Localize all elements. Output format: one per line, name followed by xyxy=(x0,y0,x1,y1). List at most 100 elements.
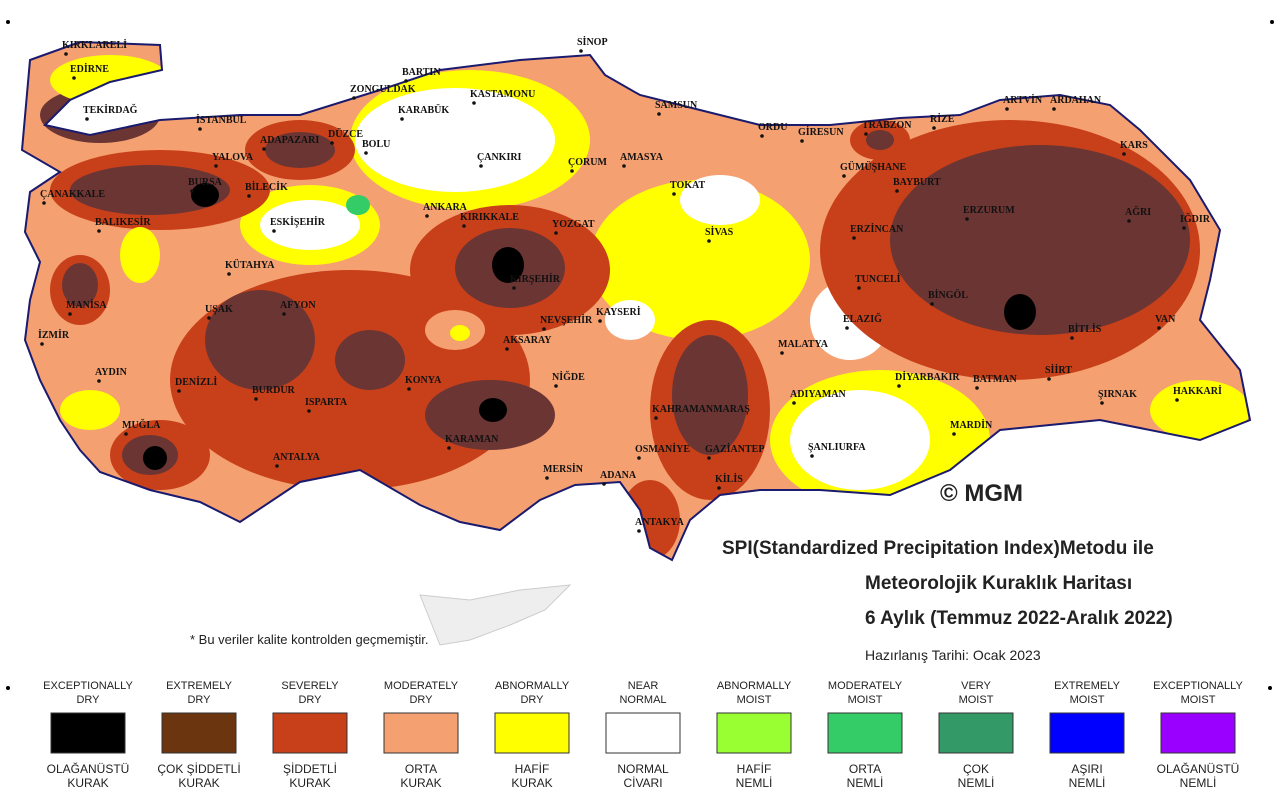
city-dot xyxy=(1070,336,1074,340)
city-label: AMASYA xyxy=(620,152,664,163)
legend-turkish: KURAK xyxy=(400,776,441,790)
city-label: KIRIKKALE xyxy=(460,212,519,223)
legend-swatch xyxy=(716,712,792,754)
city-label: BOLU xyxy=(362,139,390,150)
city-dot xyxy=(207,316,211,320)
city-dot xyxy=(85,117,89,121)
title-line: 6 Aylık (Temmuz 2022-Aralık 2022) xyxy=(865,608,1173,629)
city-dot xyxy=(1052,107,1056,111)
city-dot xyxy=(64,52,68,56)
city-dot xyxy=(932,126,936,130)
city-label: YOZGAT xyxy=(552,219,595,230)
city-label: OSMANİYE xyxy=(635,443,690,455)
legend-turkish: KURAK xyxy=(289,776,330,790)
city-dot xyxy=(275,464,279,468)
city-label: MUĞLA xyxy=(122,418,161,431)
city-dot xyxy=(227,272,231,276)
legend-turkish: HAFİF xyxy=(515,762,550,776)
city-dot xyxy=(895,189,899,193)
legend-english: DRY xyxy=(76,694,100,706)
city-label: TRABZON xyxy=(862,120,912,131)
city-label: ARDAHAN xyxy=(1050,95,1102,106)
city-label: ERZİNCAN xyxy=(850,223,904,235)
city-dot xyxy=(545,476,549,480)
city-label: SAMSUN xyxy=(655,100,698,111)
city-dot xyxy=(952,432,956,436)
title-line: Meteorolojik Kuraklık Haritası xyxy=(865,573,1132,594)
city-dot xyxy=(707,239,711,243)
city-dot xyxy=(707,456,711,460)
city-dot xyxy=(672,192,676,196)
city-label: HAKKARİ xyxy=(1173,385,1222,397)
city-label: SİİRT xyxy=(1045,364,1072,376)
city-dot xyxy=(857,286,861,290)
city-label: BARTIN xyxy=(402,67,441,78)
city-label: BİTLİS xyxy=(1068,323,1102,335)
legend-swatch xyxy=(938,712,1014,754)
legend-turkish: KURAK xyxy=(67,776,108,790)
city-label: KIRKLARELİ xyxy=(62,39,127,51)
city-label: KIRŞEHİR xyxy=(510,273,561,285)
city-label: BAYBURT xyxy=(893,177,941,188)
legend-turkish: OLAĞANÜSTÜ xyxy=(1157,761,1240,776)
legend-turkish: ORTA xyxy=(849,762,881,776)
cyprus xyxy=(419,584,572,646)
city-label: BİNGÖL xyxy=(928,288,968,301)
city-dot xyxy=(1005,107,1009,111)
city-dot xyxy=(760,134,764,138)
legend-swatch xyxy=(383,712,459,754)
city-label: VAN xyxy=(1155,314,1176,325)
city-label: ANTALYA xyxy=(273,452,321,463)
city-dot xyxy=(472,101,476,105)
city-label: ISPARTA xyxy=(305,397,348,408)
city-dot xyxy=(637,529,641,533)
legend-turkish: HAFİF xyxy=(737,762,772,776)
city-label: BALIKESİR xyxy=(95,216,151,228)
legend-english: DRY xyxy=(298,694,322,706)
city-dot xyxy=(1157,326,1161,330)
city-label: GİRESUN xyxy=(798,126,844,138)
legend-english: VERY xyxy=(961,680,991,692)
city-label: UŞAK xyxy=(205,304,233,315)
city-dot xyxy=(177,389,181,393)
city-dot xyxy=(1047,377,1051,381)
legend-english: MOIST xyxy=(959,694,994,706)
legend-turkish: ŞİDDETLİ xyxy=(283,762,337,776)
city-label: KASTAMONU xyxy=(470,89,535,100)
city-dot xyxy=(404,79,408,83)
city-dot xyxy=(602,482,606,486)
city-dot xyxy=(262,147,266,151)
city-dot xyxy=(364,151,368,155)
city-dot xyxy=(1122,152,1126,156)
city-dot xyxy=(654,416,658,420)
legend-turkish: KURAK xyxy=(178,776,219,790)
note: * Bu veriler kalite kontrolden geçmemişt… xyxy=(190,632,428,647)
city-label: AYDIN xyxy=(95,367,128,378)
legend-turkish: OLAĞANÜSTÜ xyxy=(47,761,130,776)
city-label: ŞIRNAK xyxy=(1098,389,1137,400)
city-dot xyxy=(842,174,846,178)
city-dot xyxy=(198,127,202,131)
legend-swatch xyxy=(605,712,681,754)
legend-swatch xyxy=(494,712,570,754)
city-dot xyxy=(42,201,46,205)
city-dot xyxy=(965,217,969,221)
city-dot xyxy=(1175,398,1179,402)
legend-swatch xyxy=(272,712,348,754)
city-label: DÜZCE xyxy=(328,127,363,140)
legend-swatch xyxy=(1160,712,1236,754)
city-dot xyxy=(72,76,76,80)
city-dot xyxy=(780,351,784,355)
city-label: TOKAT xyxy=(670,180,706,191)
city-label: NEVŞEHİR xyxy=(540,314,593,326)
city-label: TEKİRDAĞ xyxy=(83,103,138,116)
corner-dot xyxy=(1268,686,1272,690)
city-dot xyxy=(1182,226,1186,230)
city-dot xyxy=(637,456,641,460)
legend: EXCEPTIONALLYDRYOLAĞANÜSTÜKURAKEXTREMELY… xyxy=(43,680,1243,790)
legend-english: MOIST xyxy=(1070,694,1105,706)
city-label: MARDİN xyxy=(950,419,993,431)
city-label: KAYSERİ xyxy=(596,306,641,318)
legend-turkish: ORTA xyxy=(405,762,437,776)
city-dot xyxy=(975,386,979,390)
